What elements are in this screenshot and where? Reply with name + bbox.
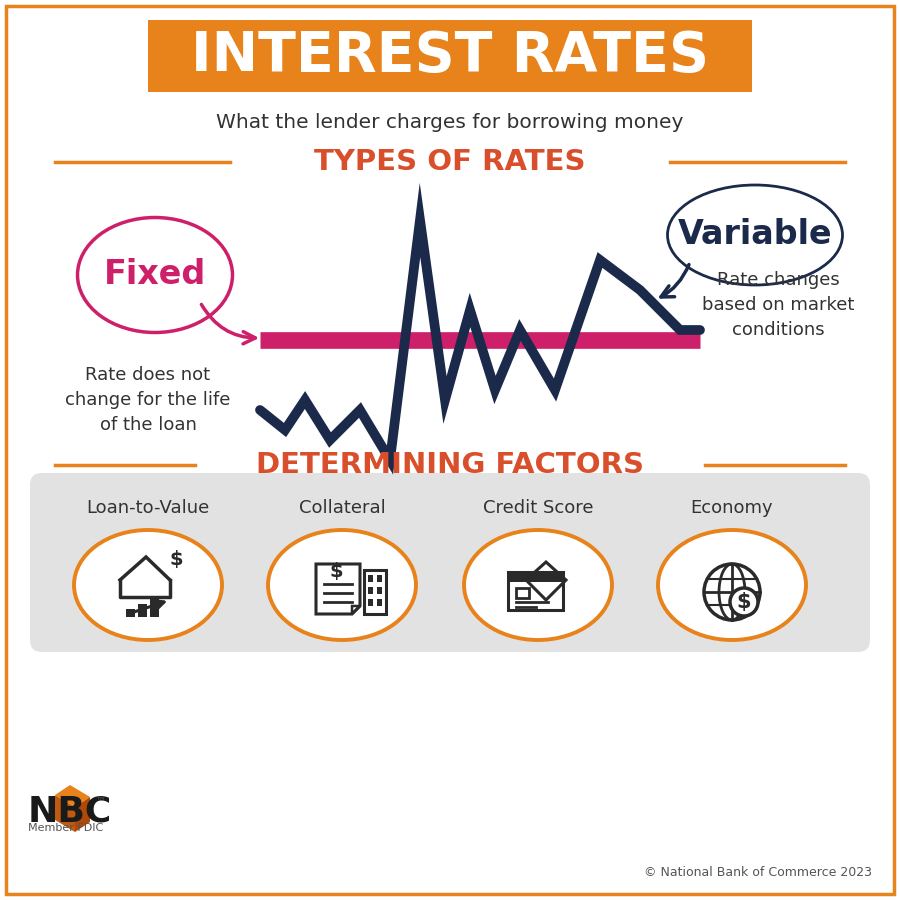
Bar <box>150 599 159 617</box>
Bar <box>126 609 135 617</box>
Text: NBC: NBC <box>28 795 112 829</box>
Text: ™: ™ <box>96 795 106 805</box>
Circle shape <box>730 588 758 616</box>
Ellipse shape <box>658 530 806 640</box>
Ellipse shape <box>464 530 612 640</box>
Text: TYPES OF RATES: TYPES OF RATES <box>314 148 586 176</box>
Ellipse shape <box>268 530 416 640</box>
Bar <box>368 587 373 594</box>
FancyBboxPatch shape <box>148 20 752 92</box>
Text: Credit Score: Credit Score <box>482 499 593 517</box>
Ellipse shape <box>74 530 222 640</box>
Text: Fixed: Fixed <box>104 258 206 292</box>
Polygon shape <box>75 797 90 832</box>
Bar <box>508 572 563 610</box>
Text: $: $ <box>169 551 183 570</box>
Polygon shape <box>55 785 90 807</box>
Ellipse shape <box>77 218 232 332</box>
Polygon shape <box>55 795 75 832</box>
Text: Rate does not
change for the life
of the loan: Rate does not change for the life of the… <box>66 366 230 434</box>
Text: $: $ <box>737 592 751 612</box>
Text: Rate changes
based on market
conditions: Rate changes based on market conditions <box>702 271 854 339</box>
Bar <box>508 573 563 582</box>
Bar <box>138 604 147 617</box>
Text: DETERMINING FACTORS: DETERMINING FACTORS <box>256 451 644 479</box>
Text: INTEREST RATES: INTEREST RATES <box>191 29 709 83</box>
Text: Collateral: Collateral <box>299 499 385 517</box>
Text: Variable: Variable <box>678 219 833 251</box>
Text: Member FDIC: Member FDIC <box>28 823 104 833</box>
Bar <box>364 570 386 614</box>
Bar <box>377 599 382 606</box>
Text: © National Bank of Commerce 2023: © National Bank of Commerce 2023 <box>644 866 872 878</box>
Bar <box>377 587 382 594</box>
Bar <box>368 599 373 606</box>
Bar <box>377 575 382 582</box>
Text: Loan-to-Value: Loan-to-Value <box>86 499 210 517</box>
Text: Economy: Economy <box>690 499 773 517</box>
Bar <box>368 575 373 582</box>
Ellipse shape <box>668 185 842 285</box>
Text: $: $ <box>329 562 343 581</box>
FancyBboxPatch shape <box>30 473 870 652</box>
Bar <box>516 588 529 598</box>
Text: What the lender charges for borrowing money: What the lender charges for borrowing mo… <box>216 112 684 131</box>
